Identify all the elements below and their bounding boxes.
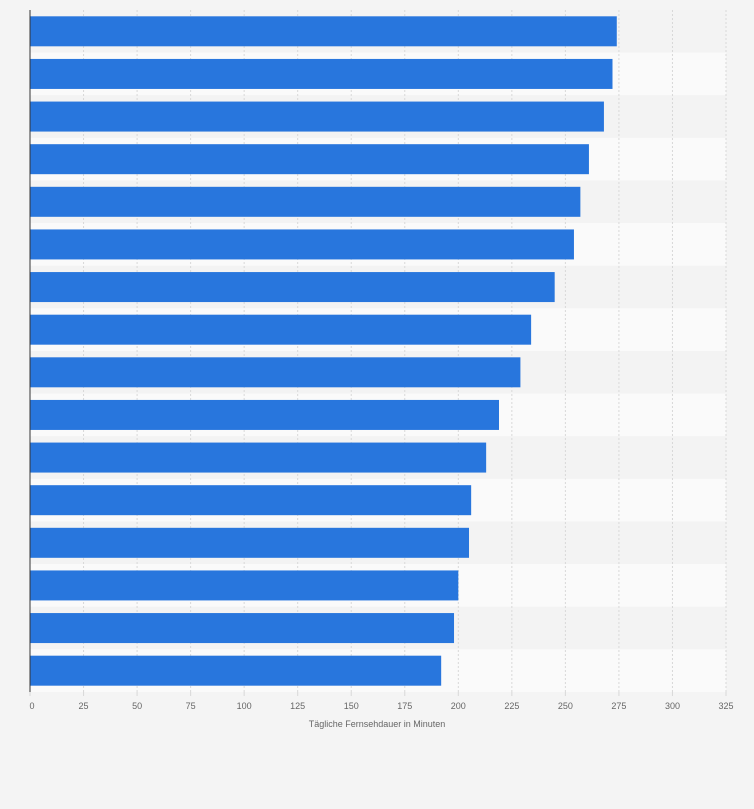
- x-axis-ticks: 0 25 50 75 100 125 150 175 200 225 250 275 300 325: [29, 692, 734, 711]
- x-tick-label: 25: [79, 701, 89, 711]
- x-tick-label: 0: [29, 701, 34, 711]
- x-tick-label: 75: [186, 701, 196, 711]
- bar[interactable]: [30, 101, 604, 132]
- bar[interactable]: [30, 272, 555, 303]
- bar[interactable]: [30, 186, 581, 217]
- bar[interactable]: [30, 144, 589, 175]
- x-tick-label: 325: [718, 701, 733, 711]
- bars: [30, 16, 617, 686]
- x-tick-label: 225: [504, 701, 519, 711]
- x-tick-label: 275: [611, 701, 626, 711]
- x-axis-title: Tägliche Fernsehdauer in Minuten: [309, 719, 446, 729]
- x-tick-label: 150: [344, 701, 359, 711]
- bar[interactable]: [30, 485, 472, 516]
- x-tick-label: 50: [132, 701, 142, 711]
- bar[interactable]: [30, 442, 487, 473]
- bar[interactable]: [30, 570, 459, 601]
- x-tick-label: 250: [558, 701, 573, 711]
- x-tick-label: 125: [290, 701, 305, 711]
- bar[interactable]: [30, 527, 470, 558]
- x-tick-label: 175: [397, 701, 412, 711]
- x-tick-label: 300: [665, 701, 680, 711]
- bar[interactable]: [30, 357, 521, 388]
- bar[interactable]: [30, 229, 574, 260]
- bar[interactable]: [30, 399, 499, 430]
- bar[interactable]: [30, 314, 532, 345]
- x-tick-label: 100: [237, 701, 252, 711]
- bar[interactable]: [30, 613, 455, 644]
- x-tick-label: 200: [451, 701, 466, 711]
- bar[interactable]: [30, 58, 613, 89]
- bar[interactable]: [30, 16, 617, 47]
- bar[interactable]: [30, 655, 442, 686]
